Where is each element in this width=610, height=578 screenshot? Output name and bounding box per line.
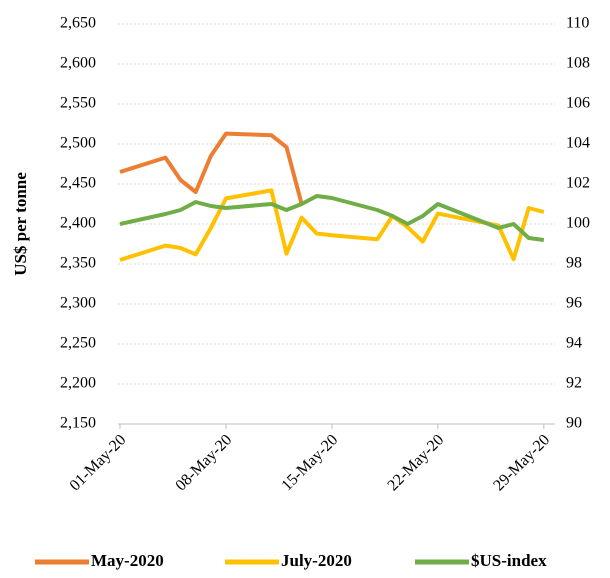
y2-tick-label: 100	[566, 215, 590, 232]
y2-tick-label: 102	[566, 175, 590, 192]
legend-label: July-2020	[281, 551, 352, 570]
y2-tick-label: 110	[566, 15, 589, 32]
y-axis-label: US$ per tonne	[11, 172, 30, 276]
y-tick-label: 2,150	[60, 415, 96, 432]
y2-tick-label: 96	[566, 295, 582, 312]
y-tick-label: 2,250	[60, 335, 96, 352]
series-line	[119, 131, 304, 205]
y-tick-label: 2,400	[60, 215, 96, 232]
y-tick-label: 2,300	[60, 295, 96, 312]
y2-tick-label: 90	[566, 415, 582, 432]
x-tick-label: 08-May-20	[172, 431, 235, 494]
y-tick-label: 2,500	[60, 135, 96, 152]
x-tick-label: 29-May-20	[490, 431, 553, 494]
series-line	[119, 188, 545, 262]
y2-tick-label: 98	[566, 255, 582, 272]
y2-tick-label: 94	[566, 335, 582, 352]
legend-label: May-2020	[91, 551, 164, 570]
y2-tick-label: 106	[566, 95, 590, 112]
y2-tick-label: 92	[566, 375, 582, 392]
x-tick-label: 22-May-20	[384, 431, 447, 494]
y-tick-label: 2,200	[60, 375, 96, 392]
y-tick-label: 2,650	[60, 15, 96, 32]
y2-tick-label: 104	[566, 135, 590, 152]
series-line	[119, 194, 545, 242]
y-tick-label: 2,350	[60, 255, 96, 272]
y2-tick-label: 108	[566, 55, 590, 72]
x-tick-label: 15-May-20	[278, 431, 341, 494]
y-tick-label: 2,550	[60, 95, 96, 112]
y-tick-label: 2,450	[60, 175, 96, 192]
y-tick-label: 2,600	[60, 55, 96, 72]
x-tick-label: 01-May-20	[67, 431, 130, 494]
legend-label: $US-index	[471, 551, 547, 570]
